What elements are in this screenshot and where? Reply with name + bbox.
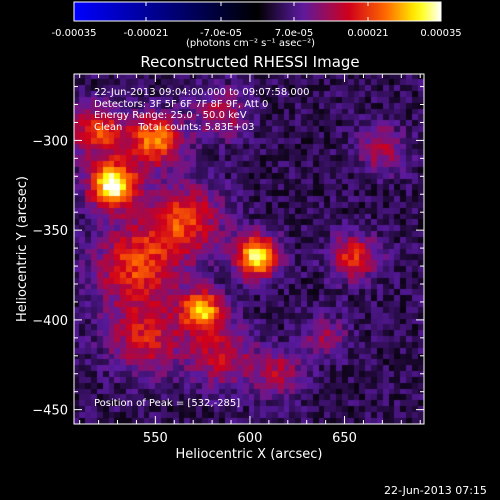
colorbar-tick-label: 0.00021 <box>347 28 388 39</box>
x-tick-label: 600 <box>238 431 263 446</box>
colorbar-unit-label: (photons cm⁻² s⁻¹ asec⁻²) <box>186 38 316 49</box>
colorbar-tick-label: 7.0e-05 <box>275 28 313 39</box>
observation-info-detectors: Detectors: 3F 5F 6F 7F 8F 9F, Att 0 <box>94 98 269 110</box>
y-axis-label: Heliocentric Y (arcsec) <box>15 176 30 322</box>
y-tick-label: −300 <box>32 134 68 149</box>
heatmap-image <box>74 74 424 424</box>
observation-info-time: 22-Jun-2013 09:04:00.000 to 09:07:58.000 <box>94 87 310 98</box>
observation-info-energy: Energy Range: 25.0 - 50.0 keV <box>94 110 247 121</box>
x-tick-label: 650 <box>332 431 357 446</box>
x-axis-label: Heliocentric X (arcsec) <box>176 447 323 462</box>
colorbar-tick-label: 0.00035 <box>420 28 461 39</box>
colorbar-tick-label: -7.0e-05 <box>200 28 242 39</box>
chart-title: Reconstructed RHESSI Image <box>140 53 360 71</box>
y-tick-label: −400 <box>32 314 68 329</box>
colorbar-tick-label: -0.00021 <box>124 28 169 39</box>
plot-frame <box>73 73 425 425</box>
peak-position-label: Position of Peak = [532,-285] <box>94 398 241 409</box>
footer-timestamp: 22-Jun-2013 07:15 <box>384 484 487 497</box>
colorbar-gradient <box>73 1 442 22</box>
y-tick-label: −350 <box>32 224 68 239</box>
x-tick-label: 550 <box>143 431 168 446</box>
observation-info-clean: Clean Total counts: 5.83E+03 <box>94 121 255 133</box>
colorbar-tick-label: -0.00035 <box>52 28 97 39</box>
y-tick-label: −450 <box>32 404 68 419</box>
colorbar: -0.00035 -0.00021 -7.0e-05 7.0e-05 0.00021 0.… <box>52 1 462 39</box>
